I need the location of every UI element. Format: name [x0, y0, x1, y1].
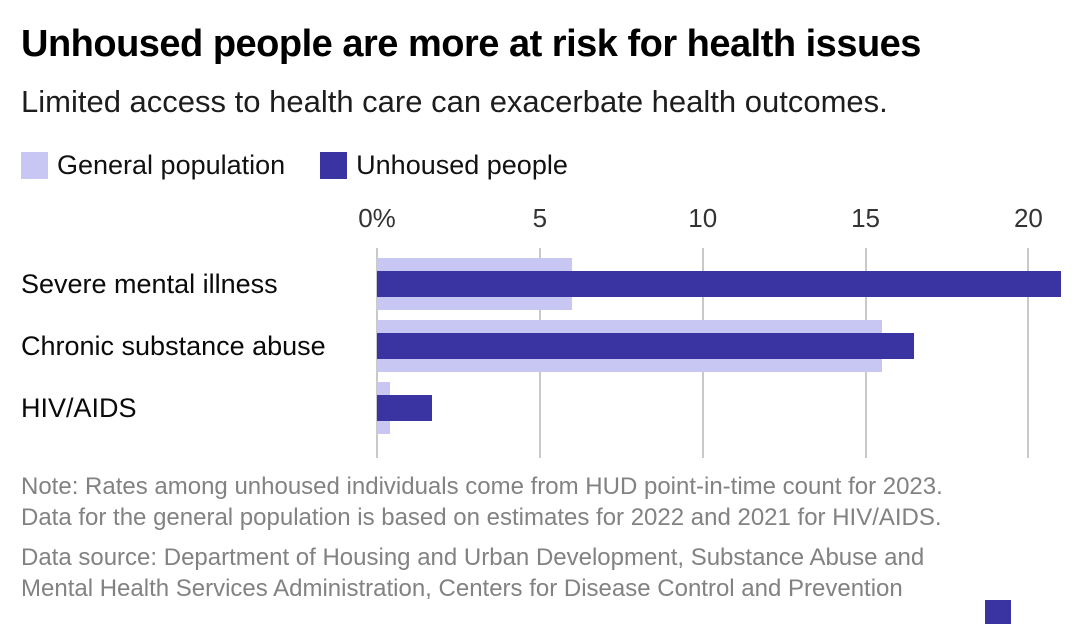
bar-unhoused-people-0: [377, 271, 1061, 297]
category-label-0: Severe mental illness: [21, 269, 278, 299]
gridline-15: [864, 248, 867, 458]
legend-label-unhoused-people: Unhoused people: [356, 149, 568, 180]
gridline-20: [1027, 248, 1030, 458]
category-label-1: Chronic substance abuse: [21, 331, 326, 361]
x-tick-15: 15: [851, 203, 881, 233]
source-line-1: Data source: Department of Housing and U…: [21, 544, 925, 571]
category-label-2: HIV/AIDS: [21, 393, 137, 423]
bar-unhoused-people-1: [377, 333, 915, 359]
brand-mark: [985, 600, 1011, 624]
legend: General population Unhoused people: [21, 150, 593, 181]
bar-general-population-2: [377, 382, 391, 434]
page-title: Unhoused people are more at risk for hea…: [21, 23, 921, 65]
chart-subtitle: Limited access to health care can exacer…: [21, 84, 888, 119]
legend-label-general-population: General population: [57, 149, 286, 180]
note-line-1: Note: Rates among unhoused individuals c…: [21, 473, 943, 500]
legend-swatch-unhoused-people: [320, 151, 348, 179]
bar-unhoused-people-2: [377, 395, 433, 421]
gridline-5: [538, 248, 541, 458]
x-tick-10: 10: [688, 203, 718, 233]
x-tick-20: 20: [1013, 203, 1043, 233]
chart-note: Note: Rates among unhoused individuals c…: [21, 471, 1041, 533]
source-line-2: Mental Health Services Administration, C…: [21, 575, 903, 602]
x-tick-0: 0%: [358, 203, 396, 233]
legend-item-general-population: General population: [21, 150, 285, 181]
bar-general-population-1: [377, 320, 882, 372]
legend-item-unhoused-people: Unhoused people: [320, 150, 568, 181]
gridline-10: [701, 248, 704, 458]
note-line-2: Data for the general population is based…: [21, 504, 942, 531]
x-tick-5: 5: [532, 203, 548, 233]
bar-general-population-0: [377, 258, 573, 310]
chart-source: Data source: Department of Housing and U…: [21, 542, 1041, 604]
legend-swatch-general-population: [21, 151, 48, 179]
gridline-0: [376, 248, 378, 458]
